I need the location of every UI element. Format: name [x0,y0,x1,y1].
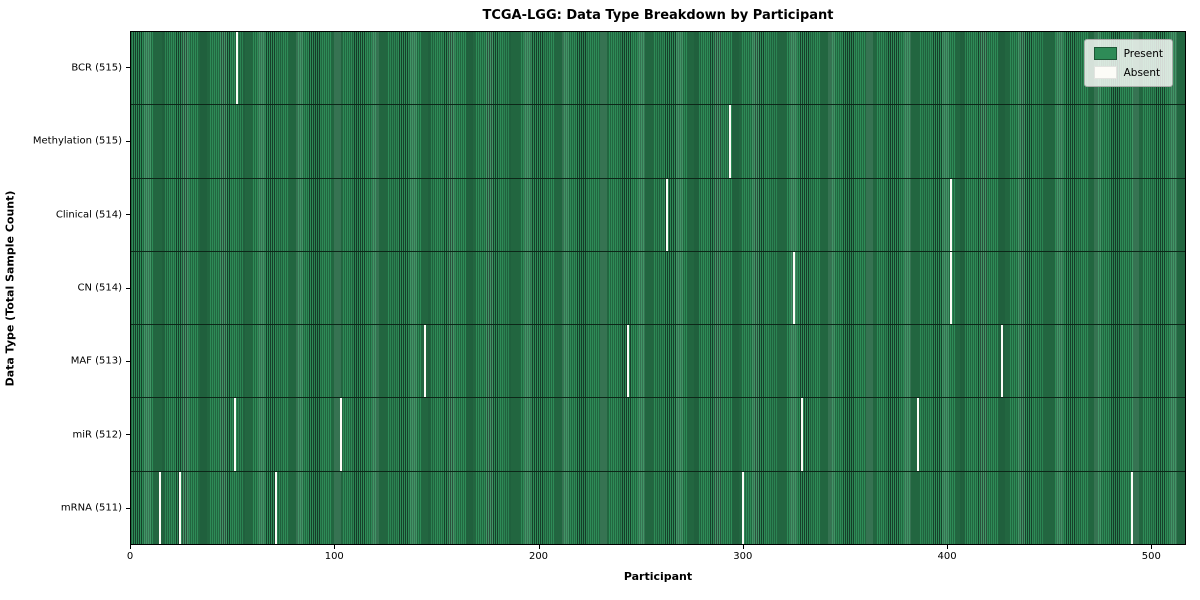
x-tick-mark [947,545,949,549]
heatmap-row-clinical [131,177,1185,251]
x-tick-label: 500 [1141,551,1161,562]
legend-item-present: Present [1093,47,1163,60]
y-tick-label: BCR (515) [71,62,122,74]
heatmap-row-bcr [131,32,1185,105]
absent-gap [729,105,732,178]
heatmap-rows [131,32,1185,544]
y-tick-mark [126,287,130,289]
heatmap-row-mir [131,397,1185,471]
heatmap-row-maf [131,324,1185,398]
x-axis-label: Participant [623,570,693,583]
y-tick-label: Clinical (514) [55,209,122,221]
absent-gap [916,398,919,471]
absent-gap [236,32,238,105]
absent-swatch [1093,66,1117,79]
absent-gap [158,471,161,544]
x-tick-mark [130,545,131,549]
absent-gap [1000,325,1003,398]
absent-gap [792,251,795,325]
legend-absent-label: Absent [1123,66,1161,79]
absent-gap [233,398,236,471]
heatmap-row-mrna [131,470,1185,544]
y-tick-mark [126,434,130,436]
absent-gap [178,471,181,544]
y-tick-label: Methylation (515) [32,135,122,147]
legend: Present Absent [1083,39,1173,87]
legend-present-label: Present [1123,47,1163,60]
x-tick-label: 400 [937,551,957,562]
x-tick-label: 100 [324,551,344,562]
absent-gap [339,398,342,471]
absent-gap [949,251,952,325]
y-tick-mark [126,67,130,69]
absent-gap [627,325,630,398]
y-tick-label: CN (514) [77,282,122,294]
y-tick-label: mRNA (511) [60,502,122,514]
y-tick-mark [126,214,130,216]
plot-area: Present Absent [130,31,1186,545]
y-tick-mark [126,507,130,509]
absent-gap [741,471,744,544]
x-tick-mark [742,545,744,549]
absent-gap [949,178,952,251]
y-tick-label: MAF (513) [70,355,122,367]
absent-gap [800,398,803,471]
y-tick-mark [126,140,130,142]
x-tick-label: 0 [126,551,134,562]
absent-gap [423,325,426,398]
heatmap-row-cn [131,250,1185,325]
legend-item-absent: Absent [1093,66,1163,79]
x-tick-mark [1151,545,1153,549]
heatmap-row-methylation [131,104,1185,178]
x-tick-mark [334,545,336,549]
x-tick-label: 300 [733,551,753,562]
absent-gap [1130,471,1133,544]
y-tick-label: miR (512) [72,429,122,441]
present-swatch [1093,47,1117,60]
x-tick-mark [538,545,540,549]
x-tick-label: 200 [528,551,549,562]
y-tick-mark [126,360,130,362]
chart-title: TCGA-LGG: Data Type Breakdown by Partici… [482,8,834,23]
absent-gap [274,471,277,544]
absent-gap [666,178,669,251]
